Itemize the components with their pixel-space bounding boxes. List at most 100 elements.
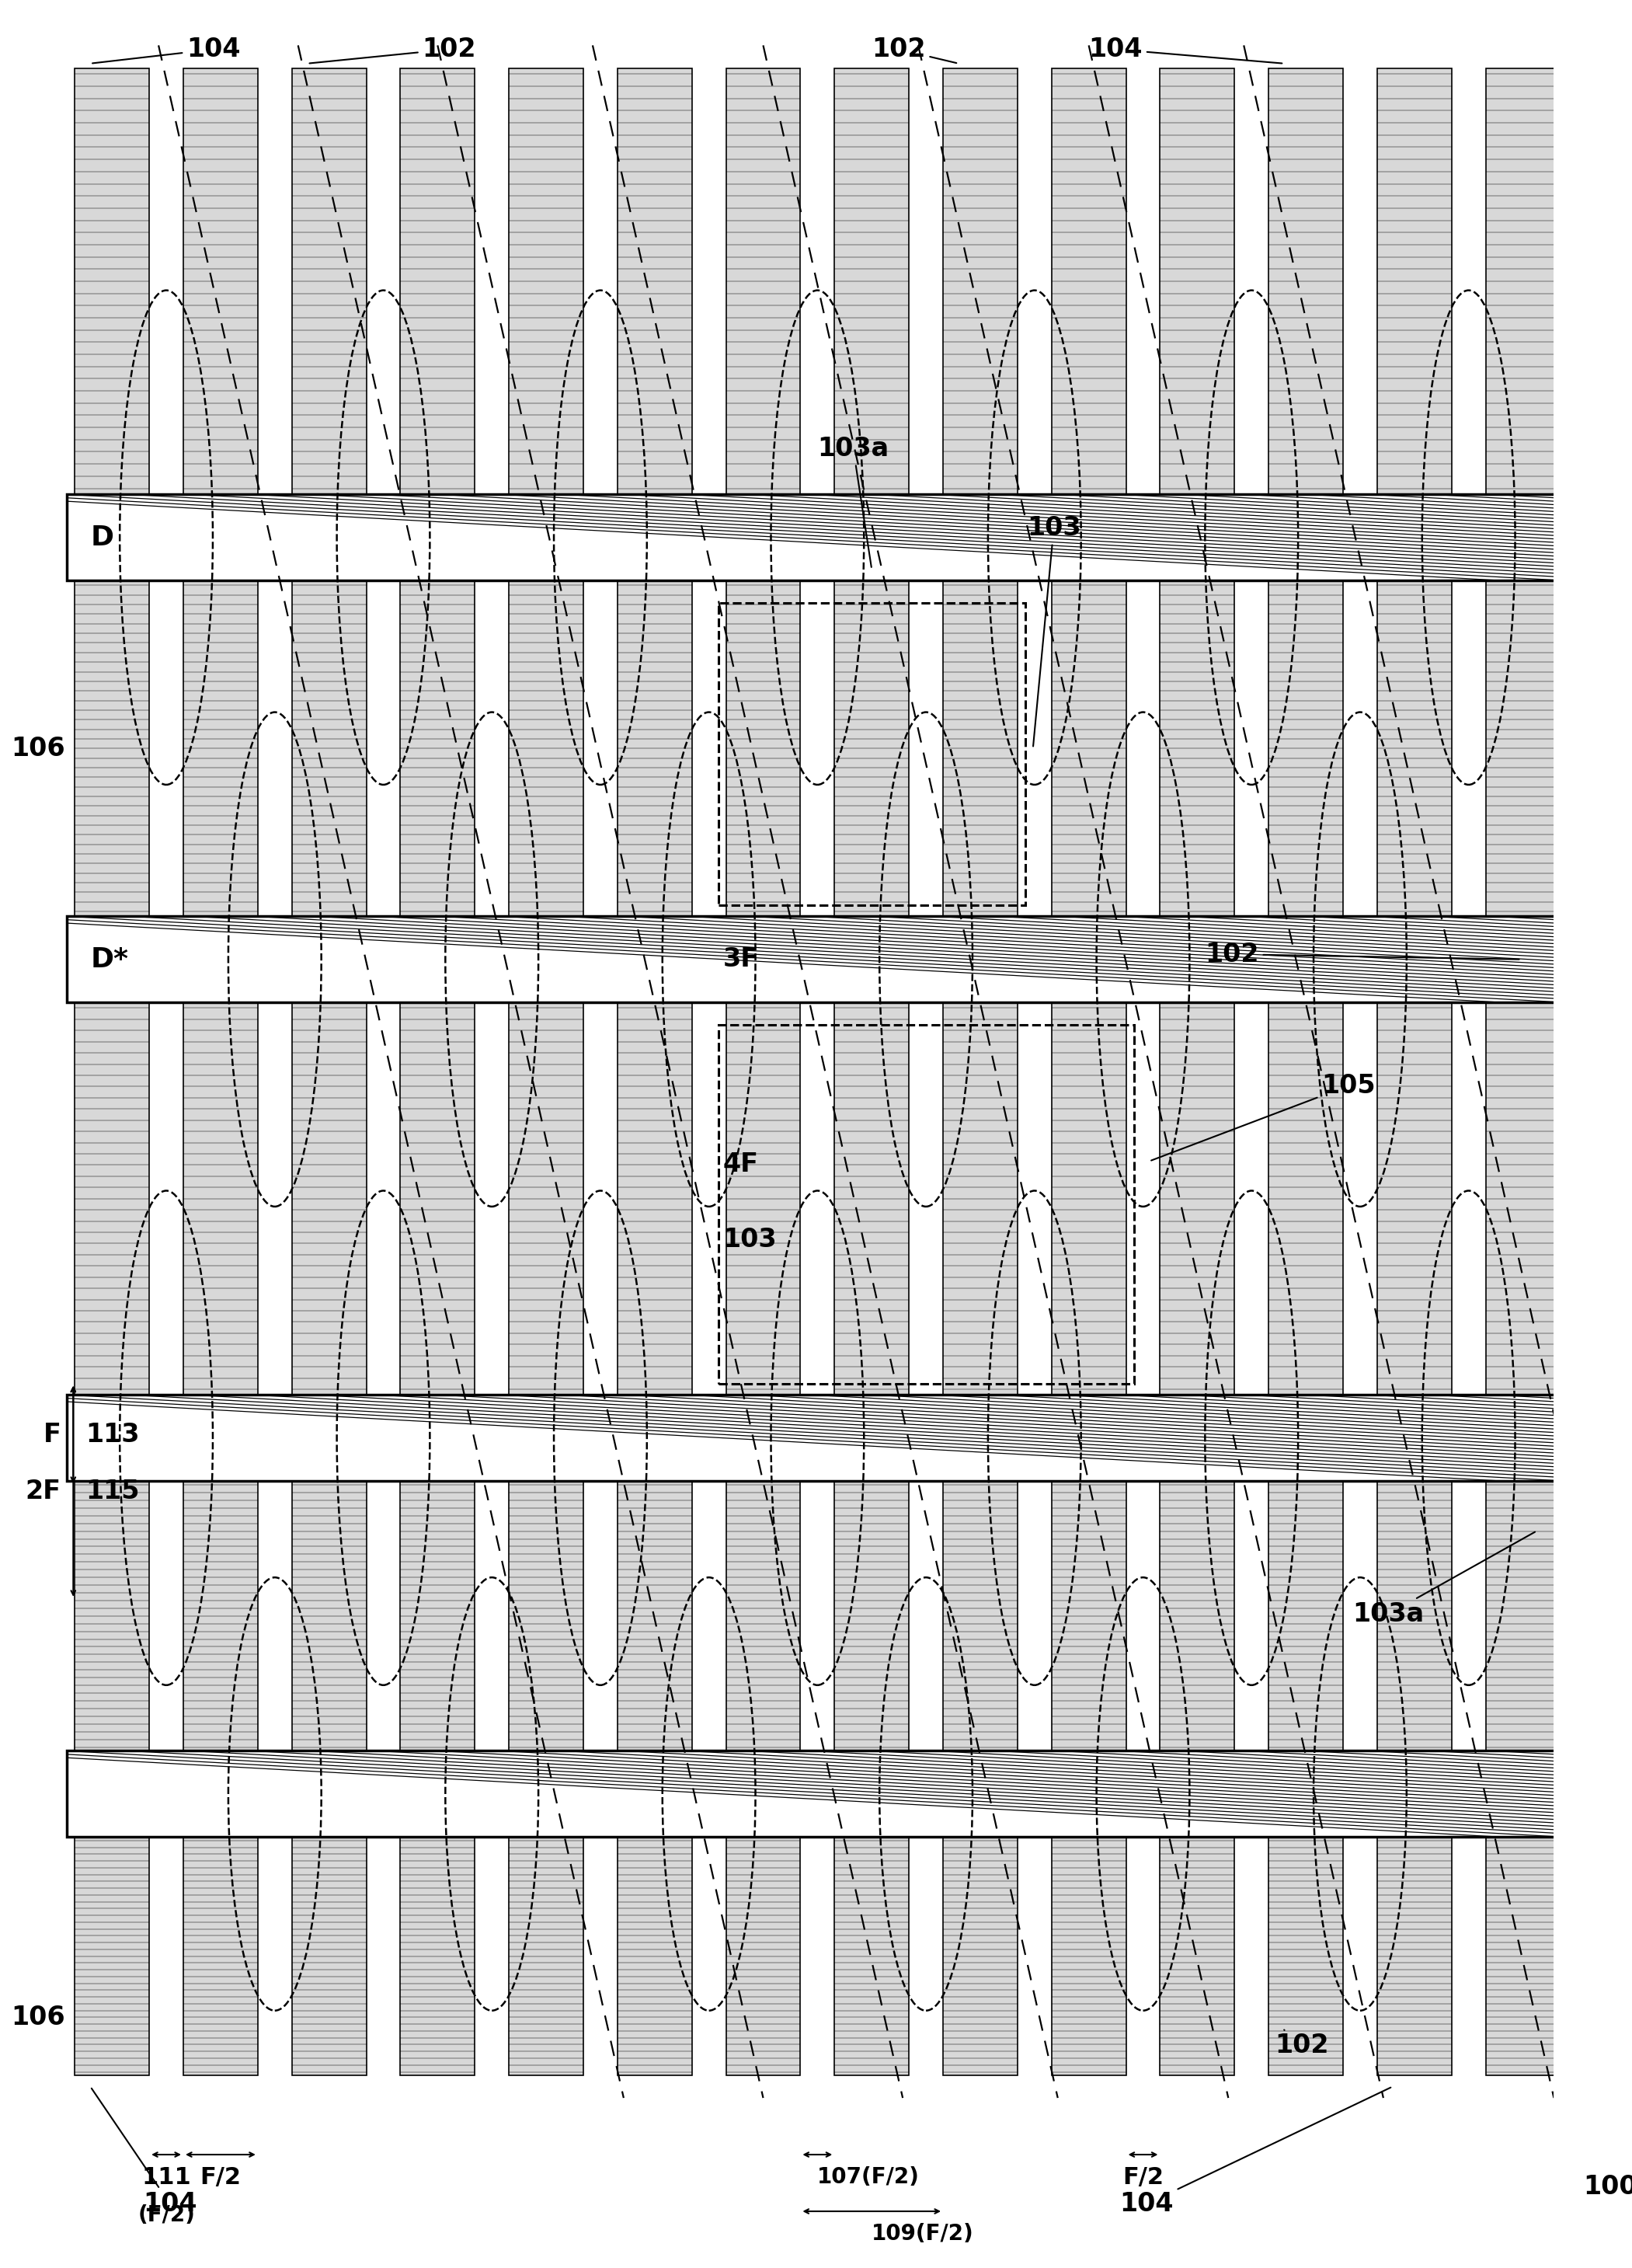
Text: 103: 103 <box>723 1227 777 1252</box>
Bar <box>834 1837 909 2075</box>
Bar <box>67 494 1568 581</box>
Bar <box>617 1837 692 2075</box>
Bar <box>400 1481 475 1751</box>
Bar <box>943 1837 1017 2075</box>
Text: (F/2): (F/2) <box>137 2204 194 2227</box>
Text: 2F: 2F <box>24 1479 60 1504</box>
Text: 103a: 103a <box>1353 1531 1536 1626</box>
Text: 102: 102 <box>310 36 477 64</box>
Bar <box>1485 68 1560 494</box>
Bar <box>509 581 583 916</box>
Text: 106: 106 <box>11 735 65 762</box>
Bar <box>726 581 800 916</box>
Bar <box>1051 1002 1126 1395</box>
Bar <box>400 1002 475 1395</box>
Text: 109(F/2): 109(F/2) <box>871 2223 974 2245</box>
Bar <box>1160 1002 1234 1395</box>
Bar <box>292 1002 366 1395</box>
Bar <box>1485 1002 1560 1395</box>
Bar <box>292 1837 366 2075</box>
Text: D*: D* <box>90 946 129 973</box>
Bar <box>943 581 1017 916</box>
Bar <box>292 68 366 494</box>
Bar <box>726 1837 800 2075</box>
Bar <box>617 1481 692 1751</box>
Bar <box>183 1481 258 1751</box>
Bar <box>1377 1837 1451 2075</box>
Bar <box>726 1481 800 1751</box>
Bar <box>183 1837 258 2075</box>
Text: 106: 106 <box>11 2005 65 2030</box>
Bar <box>509 1481 583 1751</box>
Bar <box>1051 1837 1126 2075</box>
Text: 115: 115 <box>85 1479 140 1504</box>
Text: 102: 102 <box>871 36 956 64</box>
Text: 113: 113 <box>85 1422 140 1447</box>
Bar <box>67 916 1568 1002</box>
Bar <box>834 68 909 494</box>
Text: F/2: F/2 <box>201 2166 242 2189</box>
Bar <box>943 68 1017 494</box>
Text: 103: 103 <box>1027 515 1080 746</box>
Text: 102: 102 <box>1204 941 1519 966</box>
Bar <box>726 68 800 494</box>
Bar <box>292 1481 366 1751</box>
Text: 104: 104 <box>91 2089 197 2216</box>
Bar <box>617 581 692 916</box>
Bar <box>67 1395 1568 1481</box>
Bar <box>75 581 149 916</box>
Bar <box>617 68 692 494</box>
Bar <box>617 1002 692 1395</box>
Bar <box>834 581 909 916</box>
Text: 102: 102 <box>1275 2030 1328 2057</box>
Bar <box>1160 1481 1234 1751</box>
Bar <box>1377 1002 1451 1395</box>
Bar <box>1268 68 1343 494</box>
Bar <box>943 1002 1017 1395</box>
Text: 100: 100 <box>1583 2175 1632 2200</box>
Bar <box>75 1481 149 1751</box>
Bar <box>943 1481 1017 1751</box>
Bar <box>1160 1837 1234 2075</box>
Bar <box>400 581 475 916</box>
Text: 4F: 4F <box>723 1152 759 1177</box>
Bar <box>1377 581 1451 916</box>
Text: 105: 105 <box>1151 1073 1376 1161</box>
Bar <box>1377 68 1451 494</box>
Bar <box>400 1837 475 2075</box>
Bar <box>292 581 366 916</box>
Bar <box>1268 1481 1343 1751</box>
Text: D: D <box>90 524 114 551</box>
Bar <box>1485 1837 1560 2075</box>
Bar <box>1051 1481 1126 1751</box>
Bar <box>183 1002 258 1395</box>
Bar <box>834 1002 909 1395</box>
Text: 103a: 103a <box>818 435 889 567</box>
Bar <box>509 1002 583 1395</box>
Bar <box>726 1002 800 1395</box>
Text: 104: 104 <box>1120 2087 1390 2216</box>
Bar <box>1485 581 1560 916</box>
Text: 107(F/2): 107(F/2) <box>818 2166 920 2189</box>
Bar <box>509 1837 583 2075</box>
Bar <box>1377 1481 1451 1751</box>
Text: 3F: 3F <box>723 946 759 973</box>
Text: 111: 111 <box>142 2166 191 2189</box>
Bar <box>67 1751 1568 1837</box>
Text: 104: 104 <box>93 36 240 64</box>
Bar <box>75 1837 149 2075</box>
Bar <box>509 68 583 494</box>
Bar <box>1051 581 1126 916</box>
Bar <box>1160 68 1234 494</box>
Bar <box>1268 581 1343 916</box>
Bar <box>1485 1481 1560 1751</box>
Bar <box>183 68 258 494</box>
Text: F: F <box>42 1422 60 1447</box>
Bar <box>400 68 475 494</box>
Bar <box>834 1481 909 1751</box>
Bar <box>1160 581 1234 916</box>
Text: F/2: F/2 <box>1123 2166 1164 2189</box>
Bar <box>1051 68 1126 494</box>
Bar <box>1268 1002 1343 1395</box>
Bar <box>183 581 258 916</box>
